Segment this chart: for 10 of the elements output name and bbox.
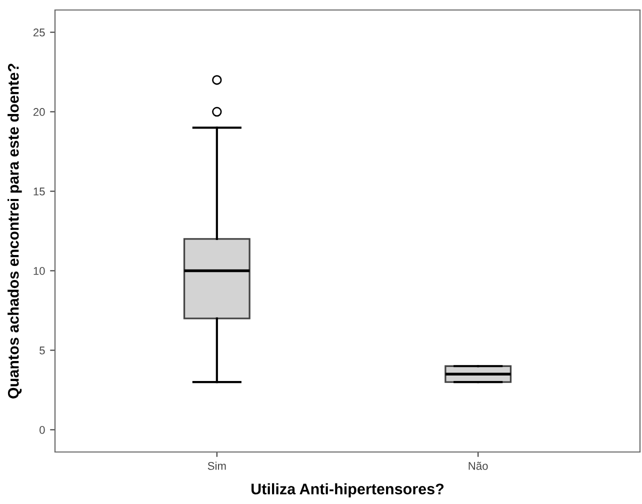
- y-tick-label: 25: [33, 28, 45, 36]
- y-tick-label: 5: [40, 346, 45, 354]
- x-tick-label: Sim: [208, 462, 226, 470]
- y-axis-title: Quantos achados encontrei para este doente?: [8, 64, 22, 398]
- y-tick-label: 10: [34, 267, 45, 275]
- x-tick-label: Não: [468, 462, 488, 470]
- y-tick-label: 20: [33, 108, 45, 116]
- x-axis-title: Utiliza Anti-hipertensores?: [252, 483, 444, 498]
- y-tick-label: 15: [34, 188, 45, 196]
- y-tick-label: 0: [40, 426, 45, 434]
